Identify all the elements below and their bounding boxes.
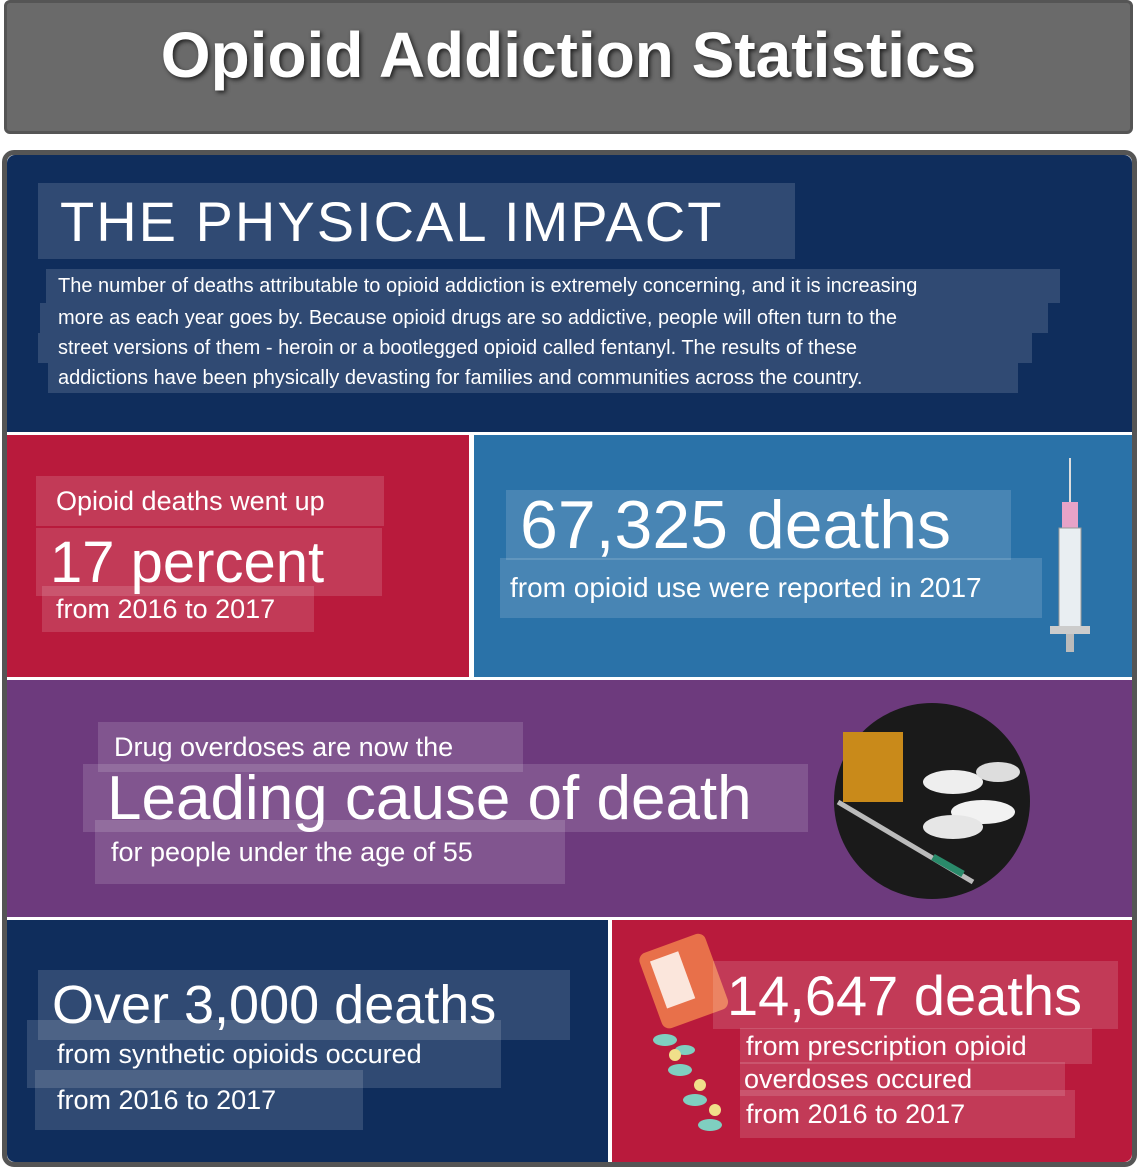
stat-note: from prescription opioid (740, 1028, 1092, 1064)
stat-lead: Drug overdoses are now the (98, 722, 523, 772)
stat-highlight: 17 percent (36, 528, 382, 596)
stat-note: for people under the age of 55 (95, 820, 565, 884)
stat-note: from 2016 to 2017 (35, 1070, 363, 1130)
stat-lead: Opioid deaths went up (36, 476, 384, 526)
panel-navy (7, 920, 608, 1162)
stat-highlight: 67,325 deaths (506, 487, 1011, 563)
stat-highlight: Leading cause of death (83, 764, 808, 833)
pill-bottle-icon (639, 933, 729, 1131)
stat-highlight: 14,647 deaths (713, 961, 1118, 1029)
intro-line: street versions of them - heroin or a bo… (38, 333, 1032, 363)
stat-note: from synthetic opioids occured (27, 1020, 501, 1088)
intro-section (7, 155, 1132, 432)
stat-note: overdoses occured (740, 1062, 1065, 1096)
stat-highlight: Over 3,000 deaths (38, 970, 570, 1040)
stat-note: from 2016 to 2017 (740, 1090, 1075, 1138)
intro-line: more as each year goes by. Because opioi… (40, 303, 1048, 333)
stat-note: from opioid use were reported in 2017 (500, 558, 1042, 618)
intro-line: addictions have been physically devastin… (48, 363, 1018, 393)
intro-heading: THE PHYSICAL IMPACT (38, 183, 795, 259)
intro-line: The number of deaths attributable to opi… (46, 269, 1060, 303)
panel-blue (474, 435, 1132, 677)
pills-photo (834, 703, 1030, 899)
syringe-icon (1050, 458, 1090, 652)
panel-red (7, 435, 469, 677)
header (4, 0, 1133, 134)
stat-note: from 2016 to 2017 (42, 586, 314, 632)
title: Opioid Addiction Statistics (160, 19, 977, 91)
